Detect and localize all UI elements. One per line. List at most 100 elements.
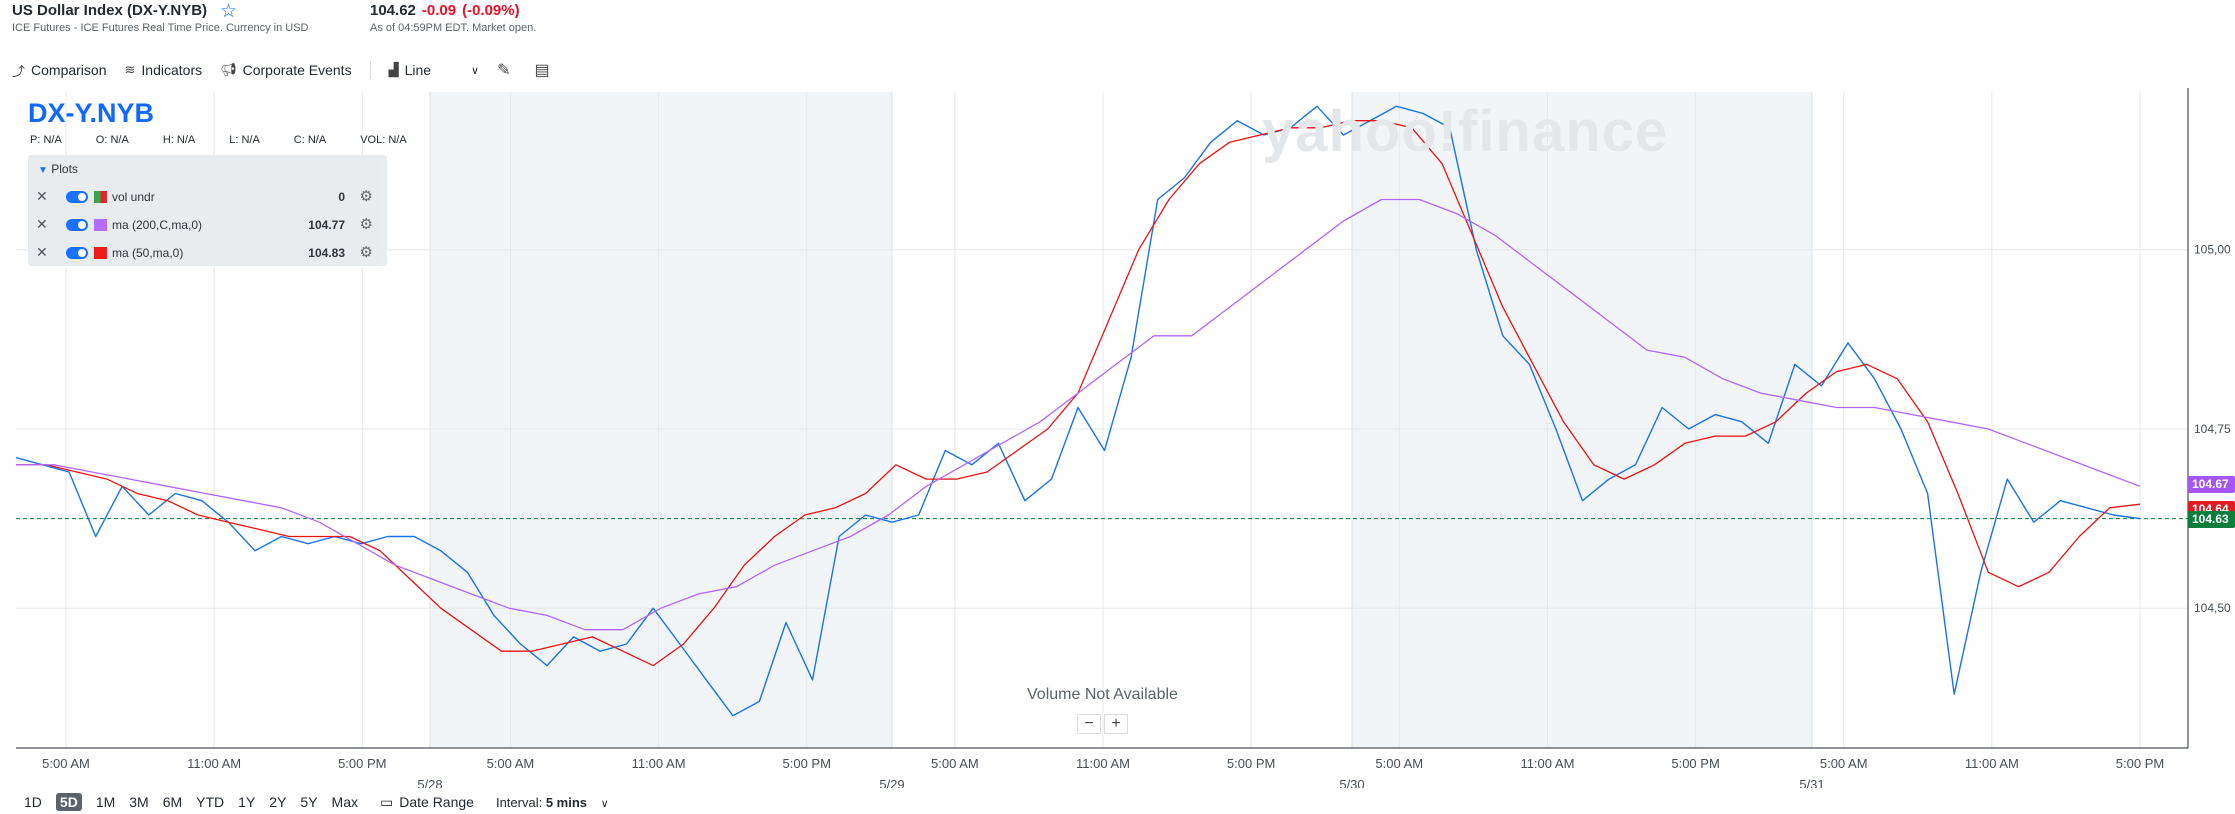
plot-row: ✕ ma (50,ma,0) 104.83 ⚙ — [28, 242, 387, 264]
chart-symbol: DX-Y.NYB — [28, 98, 155, 128]
session-band — [430, 92, 892, 748]
indicators-icon: ≋ — [124, 62, 136, 77]
quote-as-of: As of 04:59PM EDT. Market open. — [370, 22, 537, 34]
plot-row: ✕ vol undr 0 ⚙ — [28, 186, 387, 208]
chart-type-label: Line — [404, 62, 432, 78]
zoom-controls: − + — [1077, 714, 1131, 734]
triangle-down-icon: ▼ — [38, 165, 48, 176]
range-1d[interactable]: 1D — [24, 794, 42, 810]
range-selector: 1D 5D 1M 3M 6M YTD 1Y 2Y 5Y Max ▭ Date Ra… — [24, 793, 609, 811]
comparison-button[interactable]: ⤴ Comparison — [12, 61, 107, 80]
gear-icon[interactable]: ⚙ — [359, 188, 373, 205]
chevron-down-icon: ∨ — [471, 64, 480, 77]
draw-button[interactable]: ✎ — [497, 60, 516, 80]
quote-header: US Dollar Index (DX-Y.NYB) ☆ ICE Futures… — [12, 0, 1412, 40]
plot-name: ma (50,ma,0) — [112, 246, 184, 260]
close-icon[interactable]: ✕ — [36, 216, 48, 232]
plot-name: ma (200,C,ma,0) — [112, 218, 203, 232]
range-1m[interactable]: 1M — [95, 794, 116, 810]
range-5d[interactable]: 5D — [55, 793, 82, 811]
plot-swatch — [94, 219, 107, 231]
close-icon[interactable]: ✕ — [36, 188, 48, 204]
gear-icon[interactable]: ⚙ — [359, 216, 373, 233]
quote-title: US Dollar Index (DX-Y.NYB) — [12, 2, 208, 19]
star-icon[interactable]: ☆ — [220, 1, 238, 22]
ohlc-o: O: N/A — [95, 134, 129, 146]
x-tick-label: 5:00 AM — [1375, 756, 1423, 771]
date-label: 5/30 — [1339, 777, 1364, 788]
x-tick-label: 5:00 PM — [338, 756, 386, 771]
x-tick-label: 11:00 AM — [187, 756, 241, 771]
x-tick-label: 11:00 AM — [1965, 756, 2019, 771]
volume-not-available: Volume Not Available — [1027, 686, 1178, 703]
x-tick-label: 5:00 AM — [931, 756, 979, 771]
x-tick-label: 11:00 AM — [1520, 756, 1574, 771]
quote-price: 104.62 — [370, 2, 416, 19]
x-tick-label: 5:00 PM — [1227, 756, 1275, 771]
date-label: 5/29 — [879, 777, 904, 788]
date-label: 5/31 — [1799, 777, 1824, 788]
plot-swatch — [94, 247, 107, 259]
ohlc-p: P: N/A — [30, 134, 62, 146]
price-tag-price: 104.63 — [2188, 511, 2235, 528]
chart-toolbar: ⤴ Comparison ≋ Indicators 📢︎ Corporate Even… — [12, 58, 574, 82]
plots-header[interactable]: ▼ Plots — [38, 162, 78, 176]
plots-header-label: Plots — [51, 162, 78, 176]
range-max[interactable]: Max — [331, 794, 358, 810]
ohlc-l: L: N/A — [229, 134, 260, 146]
toolbar-divider — [369, 61, 371, 79]
date-label: 5/28 — [417, 777, 442, 788]
plot-toggle[interactable] — [66, 191, 88, 203]
x-tick-label: 5:00 AM — [1820, 756, 1868, 771]
range-1y[interactable]: 1Y — [238, 794, 256, 810]
range-5y[interactable]: 5Y — [300, 794, 318, 810]
range-ytd[interactable]: YTD — [196, 794, 225, 810]
series-line — [15, 105, 2141, 717]
interval-select[interactable]: Interval: 5 mins ∨ — [495, 794, 609, 810]
ohlc-c: C: N/A — [293, 134, 327, 146]
corporate-events-button[interactable]: 📢︎ Corporate Events — [220, 62, 351, 78]
y-tick-label: 105,00 — [2194, 243, 2231, 257]
range-6m[interactable]: 6M — [162, 794, 183, 810]
plot-row: ✕ ma (200,C,ma,0) 104.77 ⚙ — [28, 214, 387, 236]
chevron-down-icon: ∨ — [600, 797, 609, 810]
ohlc-vol: VOL: N/A — [360, 134, 407, 146]
chart-type-select[interactable]: ▟ Line ∨ — [389, 62, 480, 78]
plot-swatch — [94, 191, 107, 203]
zoom-in-button[interactable]: + — [1104, 714, 1128, 734]
close-icon[interactable]: ✕ — [36, 244, 48, 260]
plot-toggle[interactable] — [66, 247, 88, 259]
calendar-icon: ▭ — [380, 793, 394, 810]
x-tick-label: 5:00 PM — [2116, 756, 2164, 771]
x-tick-label: 5:00 PM — [783, 756, 831, 771]
plot-toggle[interactable] — [66, 219, 88, 231]
ohlc-h: H: N/A — [162, 134, 196, 146]
date-range-button[interactable]: ▭ Date Range — [380, 793, 474, 811]
quote-change: -0.09 — [421, 2, 457, 19]
settings-panel-button[interactable]: ▤ — [535, 60, 556, 80]
ohlc-readout: P: N/A O: N/A H: N/A L: N/A C: N/A VOL: … — [30, 134, 441, 146]
comparison-icon: ⤴ — [12, 63, 26, 79]
megaphone-icon: 📢︎ — [220, 62, 237, 77]
range-2y[interactable]: 2Y — [269, 794, 287, 810]
x-tick-label: 11:00 AM — [632, 756, 686, 771]
comparison-label: Comparison — [31, 62, 107, 78]
plot-value: 104.83 — [308, 246, 345, 260]
gear-icon[interactable]: ⚙ — [359, 244, 373, 261]
y-tick-label: 104,75 — [2194, 422, 2231, 436]
y-tick-label: 104,50 — [2194, 601, 2231, 615]
session-band — [1352, 92, 1812, 748]
quote-subtitle: ICE Futures - ICE Futures Real Time Pric… — [12, 22, 309, 34]
zoom-out-button[interactable]: − — [1077, 714, 1101, 734]
yahoo-finance-watermark: yahoo!finance — [1262, 99, 1669, 164]
indicators-button[interactable]: ≋ Indicators — [125, 62, 203, 78]
x-tick-label: 5:00 PM — [1671, 756, 1719, 771]
indicators-label: Indicators — [141, 62, 203, 78]
x-tick-label: 5:00 AM — [487, 756, 535, 771]
price-chart[interactable]: 104,50 104,75 105,00 5:00 AM 11:00 AM 5:00 PM… — [0, 88, 2235, 788]
range-3m[interactable]: 3M — [129, 794, 149, 810]
plot-value: 104.77 — [308, 218, 345, 232]
panel-icon: ▤ — [534, 62, 550, 79]
series-line — [16, 198, 2141, 631]
x-tick-label: 5:00 AM — [42, 756, 90, 771]
